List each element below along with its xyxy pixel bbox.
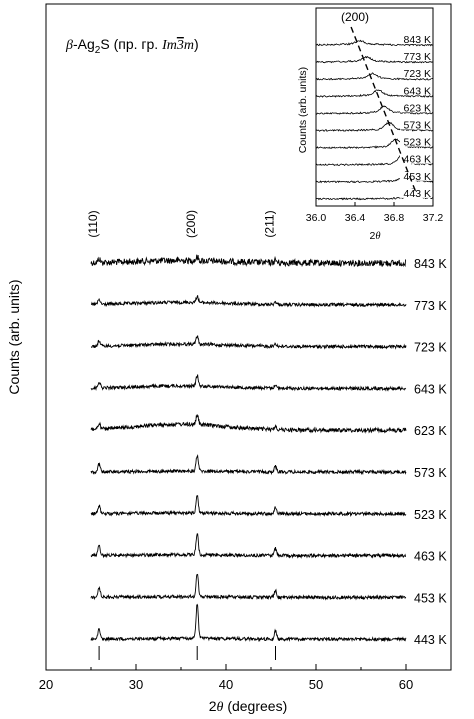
peak-label-0: (110) [86,210,100,237]
inset-series-label-2: 723 K [404,68,431,80]
main-series-line-9 [90,603,407,643]
main-x-ticks: 20 30 40 50 60 [39,664,413,692]
x-title-two: 2 [209,698,217,714]
main-x-tick-label-1: 30 [129,677,143,692]
title-sub: 2 [95,45,101,56]
peak-labels: (110) (200) (211) [86,210,276,238]
inset-label-bg-1 [400,52,432,62]
main-series-line-4 [90,414,407,434]
title-bar-digit: 3 [176,38,184,53]
main-y-axis-title: Counts (arb. units) [6,279,22,394]
main-series-line-8 [90,573,407,601]
inset-x-title-two: 2 [369,230,375,242]
inset-label-bg-0 [400,35,432,44]
inset-series-line-3 [315,89,434,98]
inset-series-label-5: 573 K [404,120,431,132]
inset-x-tick-label-3: 37.2 [423,212,444,224]
inset-series-label-6: 523 K [404,137,431,149]
inset-series-line-0 [315,39,434,47]
main-series-line-6 [90,494,407,518]
main-series-line-7 [90,533,407,559]
inset-series-line-1 [315,55,434,64]
inset-series-label-0: 843 K [404,34,431,46]
main-x-tick-label-3: 50 [309,677,323,692]
inset-series-label-4: 623 K [404,102,431,114]
inset-y-axis-title: Counts (arb. units) [297,67,309,153]
inset-label-bg-8 [400,171,432,181]
inset-x-tick-label-0: 36.0 [306,212,327,224]
main-series-label-9: 443 K [414,633,447,647]
inset-label-bg-4 [400,103,432,113]
main-series-label-5: 573 K [414,466,447,480]
inset-series-line-5 [315,121,434,132]
main-series-line-0 [90,254,407,268]
main-series-group [90,254,407,643]
main-x-tick-label-0: 20 [39,677,53,692]
main-series-label-2: 723 K [414,341,447,355]
inset-x-axis-title: 2θ [369,230,380,242]
main-series-line-1 [90,295,407,308]
reference-ticks [98,646,276,660]
main-series-line-5 [90,454,407,476]
main-x-tick-label-2: 40 [219,677,233,692]
inset-title: (200) [341,10,369,24]
main-series-label-1: 773 K [414,299,447,313]
main-plot-frame [45,3,452,671]
title-beta: β [65,38,73,53]
title-close: ) [194,36,199,52]
main-temperature-labels: 843 K 773 K 723 K 643 K 623 K 573 K 523 K 463 K… [414,257,447,647]
peak-label-1: (200) [184,210,198,238]
inset-series-label-9: 443 K [404,188,431,200]
main-series-label-0: 843 K [414,257,447,271]
inset-series-label-1: 773 K [404,51,431,63]
inset-series-line-4 [315,105,434,115]
main-x-axis-title: 2θ (degrees) [209,698,288,715]
inset-series-label-7: 463 K [404,154,431,166]
inset-label-bg-3 [400,86,432,96]
title-sg: Im [161,38,177,53]
inset-x-title-theta: θ [375,231,380,242]
x-title-rest: (degrees) [223,698,287,714]
inset-series-line-2 [315,72,434,81]
inset-label-bg-5 [400,120,432,130]
inset-label-bg-9 [400,188,432,198]
main-series-label-7: 463 K [414,550,447,564]
x-title-theta: θ [217,700,224,715]
inset-label-bg-7 [400,154,432,164]
main-series-label-4: 623 K [414,424,447,438]
chart-title: β-Ag2S (пр. гр. Im3m) [65,36,199,56]
title-after: S (пр. гр. [100,36,162,52]
title-sg2: m [184,38,194,53]
inset-series-label-8: 453 K [404,171,431,183]
peak-label-2: (211) [263,210,277,237]
inset-x-ticks: 36.0 36.4 36.8 37.2 [306,202,444,224]
main-series-line-3 [90,374,407,392]
inset-series-label-3: 643 K [404,85,431,97]
main-series-line-2 [90,335,407,350]
inset-x-tick-label-1: 36.4 [345,212,366,224]
inset-label-bg-6 [400,137,432,147]
main-x-tick-label-4: 60 [399,677,413,692]
inset-series-line-6 [315,138,434,149]
inset-temperature-labels: 843 K 773 K 723 K 643 K 623 K 573 K 523 K 463 K… [400,34,432,200]
inset-x-tick-label-2: 36.8 [384,212,405,224]
title-ag: -Ag [73,36,95,52]
main-series-label-6: 523 K [414,508,447,522]
main-series-label-8: 453 K [414,591,447,605]
inset-label-bg-2 [400,69,432,79]
main-series-label-3: 643 K [414,382,447,396]
